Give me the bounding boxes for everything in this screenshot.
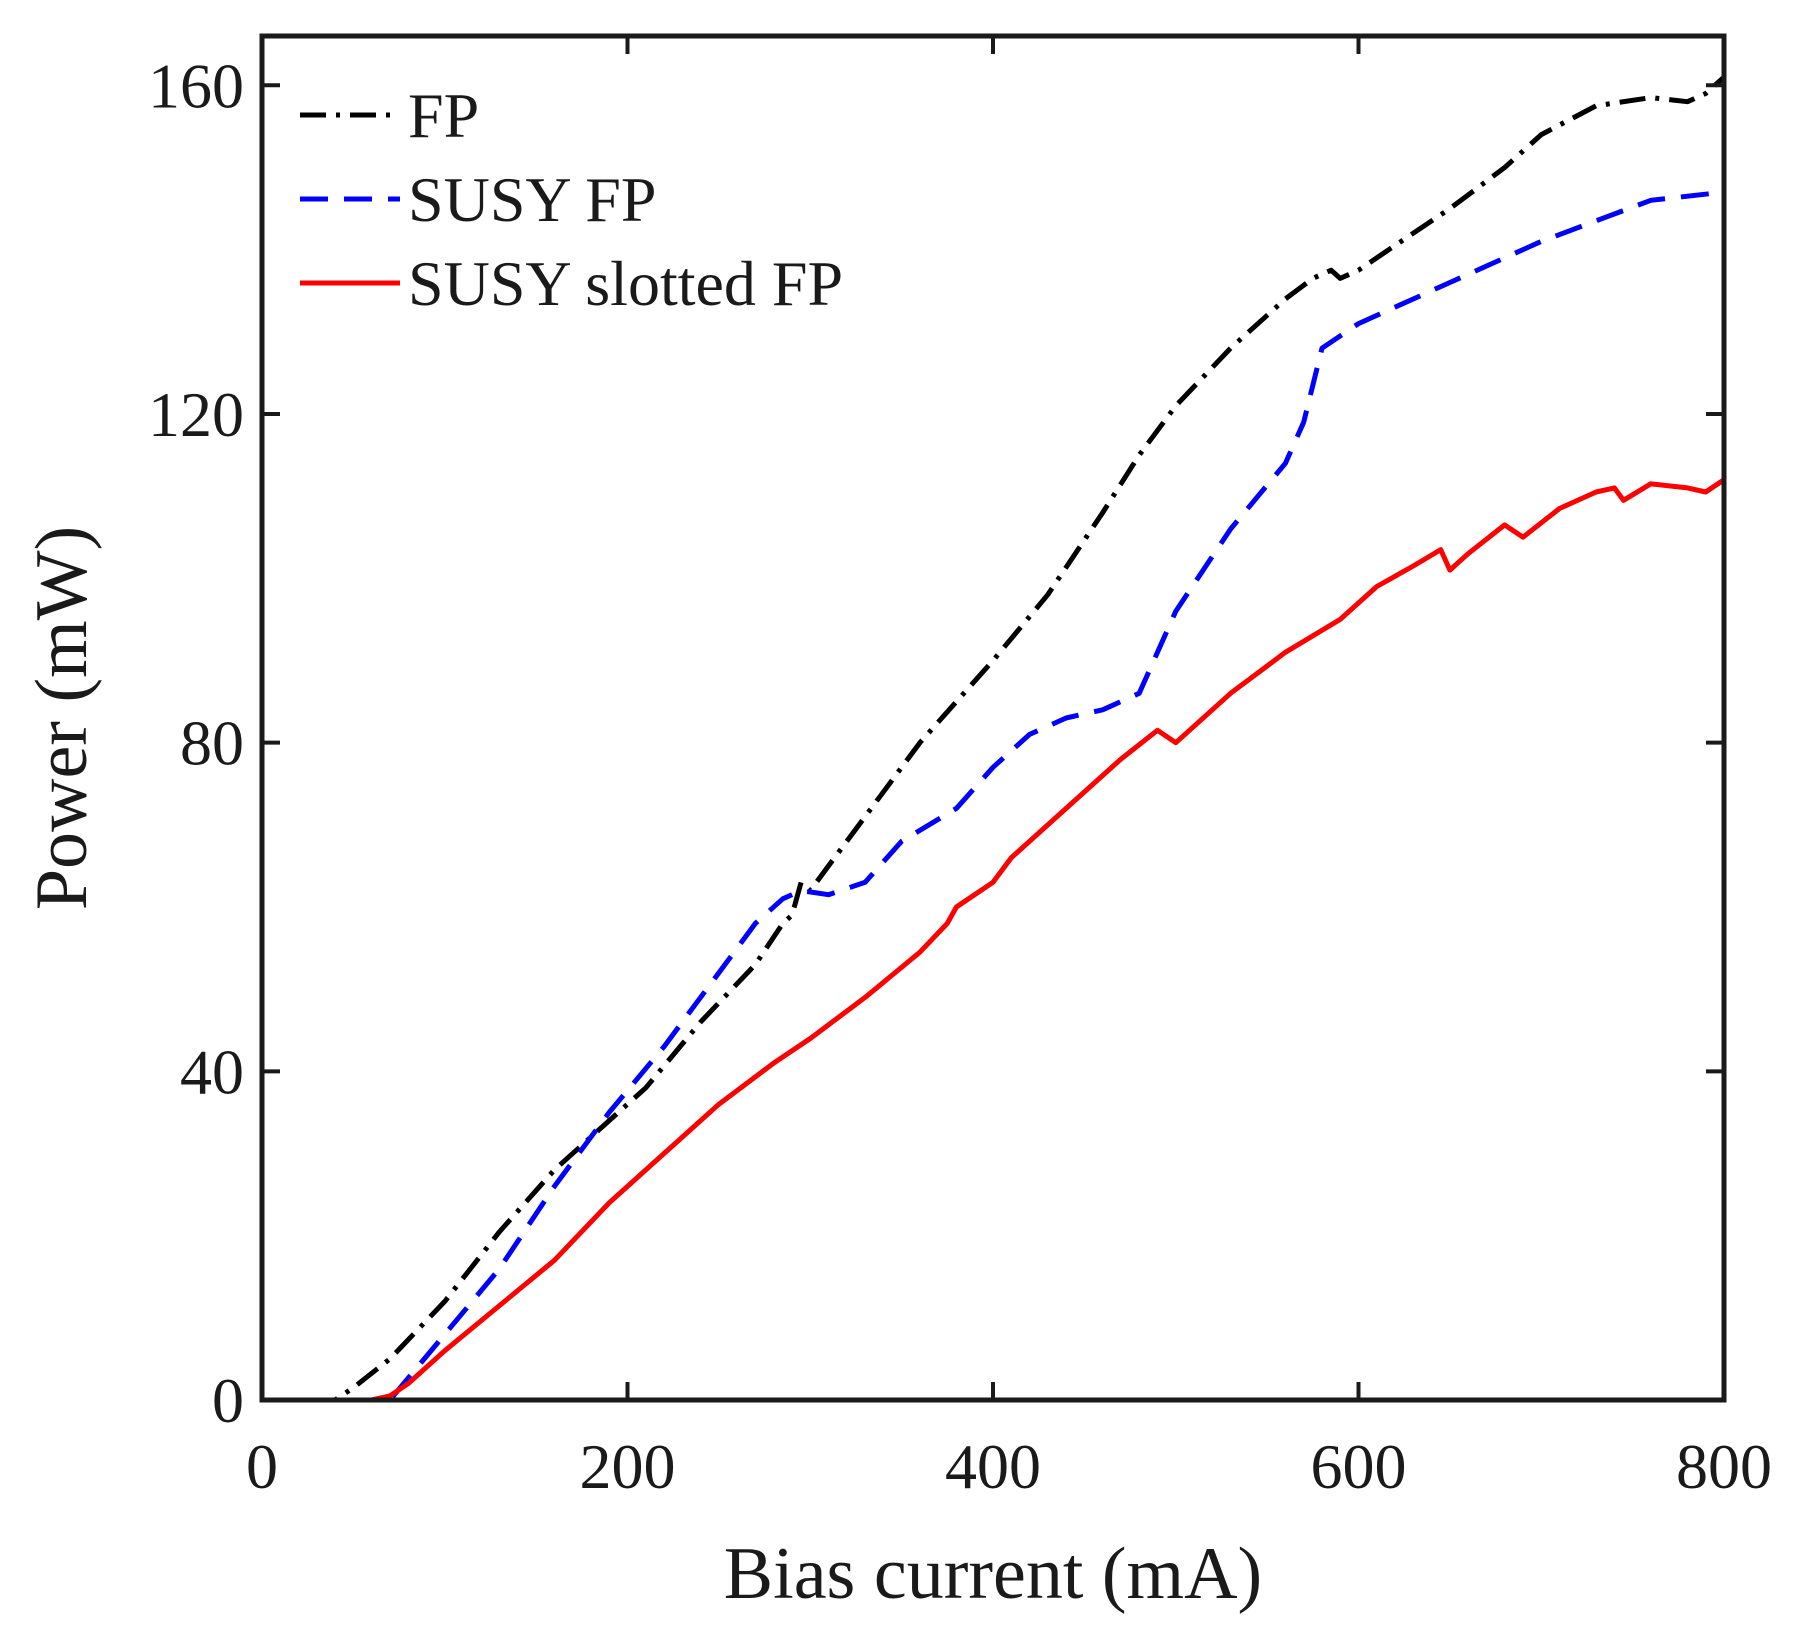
- x-tick-label: 800: [1676, 1431, 1772, 1502]
- series-line-fp: [262, 75, 1724, 1400]
- series-line-susy-fp: [262, 189, 1724, 1400]
- series-line-susy-slotted-fp: [262, 477, 1724, 1400]
- x-tick-label: 0: [246, 1431, 278, 1502]
- x-tick-label: 600: [1311, 1431, 1407, 1502]
- x-tick-label: 400: [945, 1431, 1041, 1502]
- y-tick-label: 0: [212, 1365, 244, 1436]
- y-tick-label: 160: [148, 50, 244, 121]
- series-layer: [262, 75, 1724, 1400]
- x-tick-label: 200: [580, 1431, 676, 1502]
- legend-label: SUSY slotted FP: [408, 248, 843, 319]
- legend-label: SUSY FP: [408, 164, 656, 235]
- x-axis-label: Bias current (mA): [724, 1533, 1262, 1615]
- y-tick-label: 80: [180, 708, 244, 779]
- legend-label: FP: [408, 80, 479, 151]
- plot-frame: [259, 33, 1727, 1403]
- y-tick-label: 120: [148, 379, 244, 450]
- legend: FP SUSY FP SUSY slotted FP: [300, 80, 843, 319]
- axis-ticks: 0 200 400 600 800 0 40 80 120 160: [148, 36, 1772, 1502]
- y-axis-label: Power (mW): [21, 526, 103, 910]
- y-tick-label: 40: [180, 1036, 244, 1107]
